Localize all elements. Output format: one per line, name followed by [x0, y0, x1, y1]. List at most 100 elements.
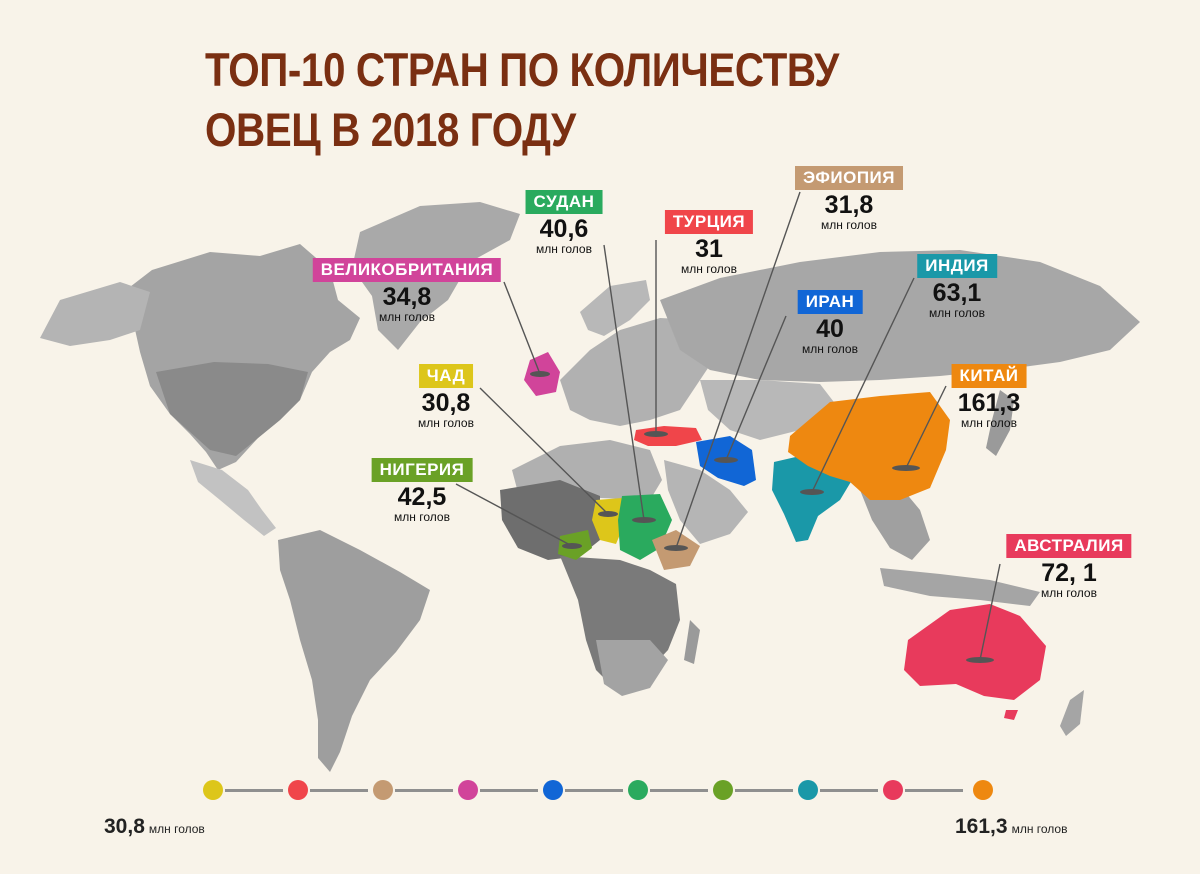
- badge-australia: АВСТРАЛИЯ: [1006, 534, 1132, 558]
- value-uk: 34,8: [382, 283, 432, 311]
- alaska-shape: [40, 282, 150, 346]
- chad-shape: [592, 498, 626, 544]
- india-shape: [772, 456, 852, 542]
- scale-segment: [565, 789, 623, 792]
- usa-shape: [156, 362, 308, 456]
- value-ethiopia: 31,8: [824, 191, 874, 219]
- indonesia-shape: [880, 568, 1040, 606]
- marker-sudan: [632, 517, 656, 523]
- scale-segment: [820, 789, 878, 792]
- unit-uk: млн голов: [379, 310, 435, 324]
- badge-nigeria: НИГЕРИЯ: [371, 458, 473, 482]
- title-line-2: ОВЕЦ В 2018 ГОДУ: [205, 103, 576, 156]
- value-china: 161,3: [957, 389, 1021, 417]
- badge-chad: ЧАД: [418, 364, 474, 388]
- marker-turkey: [644, 431, 668, 437]
- badge-sudan: СУДАН: [525, 190, 603, 214]
- tasmania-shape: [1004, 710, 1018, 720]
- new-zealand-shape: [1060, 690, 1084, 736]
- scale-min-label: 30,8 млн голов: [104, 815, 205, 839]
- scale-segment: [225, 789, 283, 792]
- marker-ethiopia: [664, 545, 688, 551]
- japan-shape: [986, 390, 1014, 456]
- scale-segment: [395, 789, 453, 792]
- label-turkey: ТУРЦИЯ 31 млн голов: [664, 210, 754, 276]
- scale-segment: [905, 789, 963, 792]
- southeast-asia-shape: [860, 486, 930, 560]
- value-nigeria: 42,5: [397, 483, 447, 511]
- marker-chad: [598, 511, 618, 517]
- scale-dot: [628, 780, 648, 800]
- label-iran: ИРАН 40 млн голов: [797, 290, 863, 356]
- scale-dot: [288, 780, 308, 800]
- leader-china: [905, 385, 947, 469]
- leader-iran: [725, 315, 787, 461]
- badge-uk: ВЕЛИКОБРИТАНИЯ: [312, 258, 502, 282]
- unit-chad: млн голов: [418, 416, 474, 430]
- scale-dot: [203, 780, 223, 800]
- leader-india: [811, 277, 915, 493]
- marker-india: [800, 489, 824, 495]
- scale-max-value: 161,3: [955, 815, 1008, 838]
- scale-dot: [373, 780, 393, 800]
- marker-iran: [714, 457, 738, 463]
- scale-max-unit: млн голов: [1011, 822, 1068, 836]
- unit-turkey: млн голов: [681, 262, 737, 276]
- marker-china: [892, 465, 920, 471]
- south-america-shape: [278, 530, 430, 772]
- scale-dot: [458, 780, 478, 800]
- scale-dot: [798, 780, 818, 800]
- scale-dot: [713, 780, 733, 800]
- scale-dot: [543, 780, 563, 800]
- central-america-shape: [190, 460, 276, 536]
- scale-segment: [480, 789, 538, 792]
- value-turkey: 31: [695, 235, 723, 263]
- badge-india: ИНДИЯ: [917, 254, 997, 278]
- scale-dot: [883, 780, 903, 800]
- label-china: КИТАЙ 161,3 млн голов: [951, 364, 1027, 430]
- page-title: ТОП-10 СТРАН ПО КОЛИЧЕСТВУ ОВЕЦ В 2018 Г…: [205, 40, 839, 160]
- turkey-shape: [634, 426, 702, 446]
- marker-nigeria: [562, 543, 582, 549]
- badge-turkey: ТУРЦИЯ: [664, 210, 754, 234]
- russia-shape: [660, 250, 1140, 382]
- leader-endpoints: [530, 371, 994, 663]
- scale-dot: [973, 780, 993, 800]
- badge-iran: ИРАН: [797, 290, 863, 314]
- leader-chad: [479, 387, 609, 515]
- label-chad: ЧАД 30,8 млн голов: [418, 364, 474, 430]
- label-australia: АВСТРАЛИЯ 72, 1 млн голов: [1006, 534, 1132, 600]
- china-shape: [788, 392, 950, 500]
- marker-australia: [966, 657, 994, 663]
- leader-sudan: [603, 244, 645, 521]
- leader-australia: [979, 563, 1001, 661]
- value-iran: 40: [816, 315, 844, 343]
- unit-nigeria: млн голов: [394, 510, 450, 524]
- leader-lines: [455, 191, 1001, 661]
- title-line-1: ТОП-10 СТРАН ПО КОЛИЧЕСТВУ: [205, 43, 839, 96]
- scale-min-unit: млн голов: [148, 822, 205, 836]
- label-ethiopia: ЭФИОПИЯ 31,8 млн голов: [795, 166, 903, 232]
- unit-india: млн голов: [929, 306, 985, 320]
- value-australia: 72, 1: [1041, 559, 1097, 587]
- value-chad: 30,8: [421, 389, 471, 417]
- unit-sudan: млн голов: [536, 242, 592, 256]
- unit-china: млн голов: [961, 416, 1017, 430]
- badge-ethiopia: ЭФИОПИЯ: [795, 166, 903, 190]
- africa-south-shape: [596, 640, 668, 696]
- scale-min-value: 30,8: [104, 815, 145, 838]
- scale-max-label: 161,3 млн голов: [955, 815, 1067, 839]
- scale-segment: [650, 789, 708, 792]
- label-nigeria: НИГЕРИЯ 42,5 млн голов: [371, 458, 473, 524]
- leader-ethiopia: [675, 191, 801, 549]
- unit-ethiopia: млн голов: [821, 218, 877, 232]
- value-sudan: 40,6: [539, 215, 589, 243]
- label-india: ИНДИЯ 63,1 млн голов: [917, 254, 997, 320]
- scale-segment: [735, 789, 793, 792]
- scandinavia-shape: [580, 280, 650, 336]
- unit-iran: млн голов: [802, 342, 858, 356]
- value-india: 63,1: [932, 279, 982, 307]
- leader-nigeria: [455, 483, 573, 547]
- unit-australia: млн голов: [1041, 586, 1097, 600]
